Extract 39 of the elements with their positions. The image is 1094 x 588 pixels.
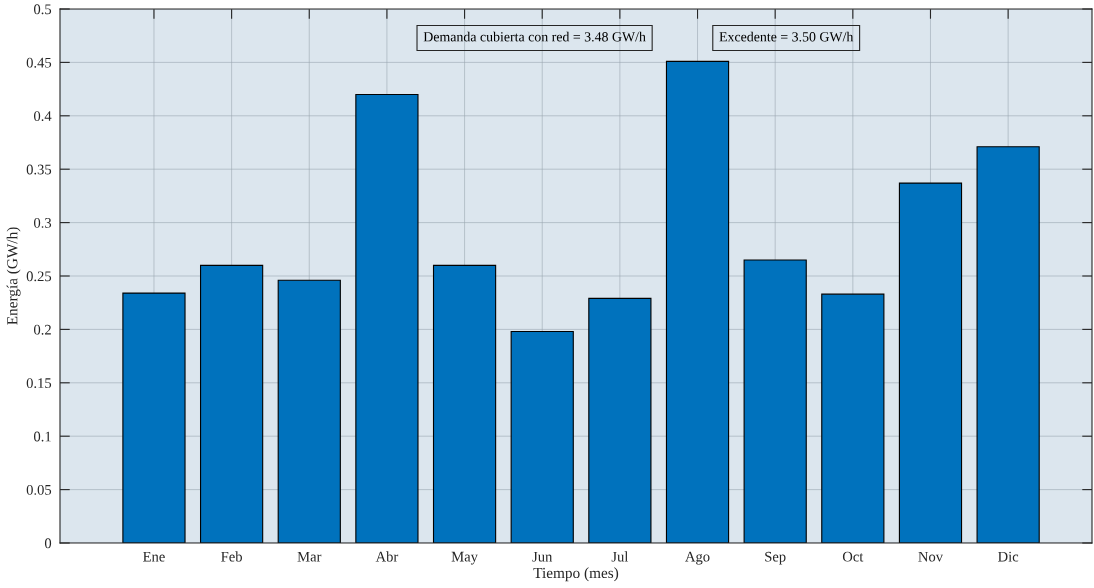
y-tick-label: 0.1 bbox=[33, 431, 51, 442]
annotation: Demanda cubierta con red = 3.48 GW/h bbox=[423, 31, 646, 42]
y-axis-title: Energía (GW/h) bbox=[6, 227, 21, 325]
bar bbox=[588, 297, 652, 543]
y-tick-label: 0.45 bbox=[26, 57, 52, 68]
x-tick-label: Jun bbox=[532, 551, 553, 562]
y-tick-label: 0.4 bbox=[33, 111, 52, 122]
x-tick-label: Ene bbox=[143, 551, 165, 562]
y-tick-label: 0.5 bbox=[33, 4, 52, 15]
x-tick-label: Abr bbox=[375, 551, 399, 562]
bar bbox=[898, 182, 963, 543]
bar bbox=[199, 264, 264, 543]
x-tick-label: Sep bbox=[765, 551, 786, 565]
bar bbox=[277, 279, 341, 543]
bar bbox=[743, 259, 807, 543]
bar bbox=[821, 293, 885, 543]
y-tick-label: 0.35 bbox=[26, 164, 52, 175]
bar bbox=[432, 264, 497, 543]
y-tick-label: 0.25 bbox=[26, 271, 52, 282]
x-tick-label: May bbox=[451, 551, 478, 565]
bar bbox=[355, 93, 419, 543]
y-tick-label: 0.2 bbox=[33, 324, 51, 335]
annotation: Excedente = 3.50 GW/h bbox=[719, 31, 854, 42]
y-tick-label: 0.3 bbox=[33, 217, 52, 228]
x-tick-label: Nov bbox=[918, 551, 944, 562]
x-tick-label: Ago bbox=[685, 551, 710, 565]
x-tick-label: Oct bbox=[842, 551, 864, 562]
x-tick-label: Dic bbox=[998, 551, 1019, 562]
x-tick-label: Feb bbox=[221, 551, 242, 562]
y-tick-label: 0 bbox=[44, 538, 52, 549]
y-tick-label: 0.05 bbox=[26, 484, 52, 495]
bar bbox=[510, 330, 574, 543]
x-axis-title: Tiempo (mes) bbox=[533, 567, 619, 582]
y-tick-label: 0.15 bbox=[26, 378, 52, 389]
bar bbox=[665, 60, 730, 543]
x-tick-label: Jul bbox=[611, 551, 629, 562]
bar bbox=[976, 146, 1040, 543]
bar bbox=[122, 292, 186, 543]
x-tick-label: Mar bbox=[297, 551, 322, 562]
